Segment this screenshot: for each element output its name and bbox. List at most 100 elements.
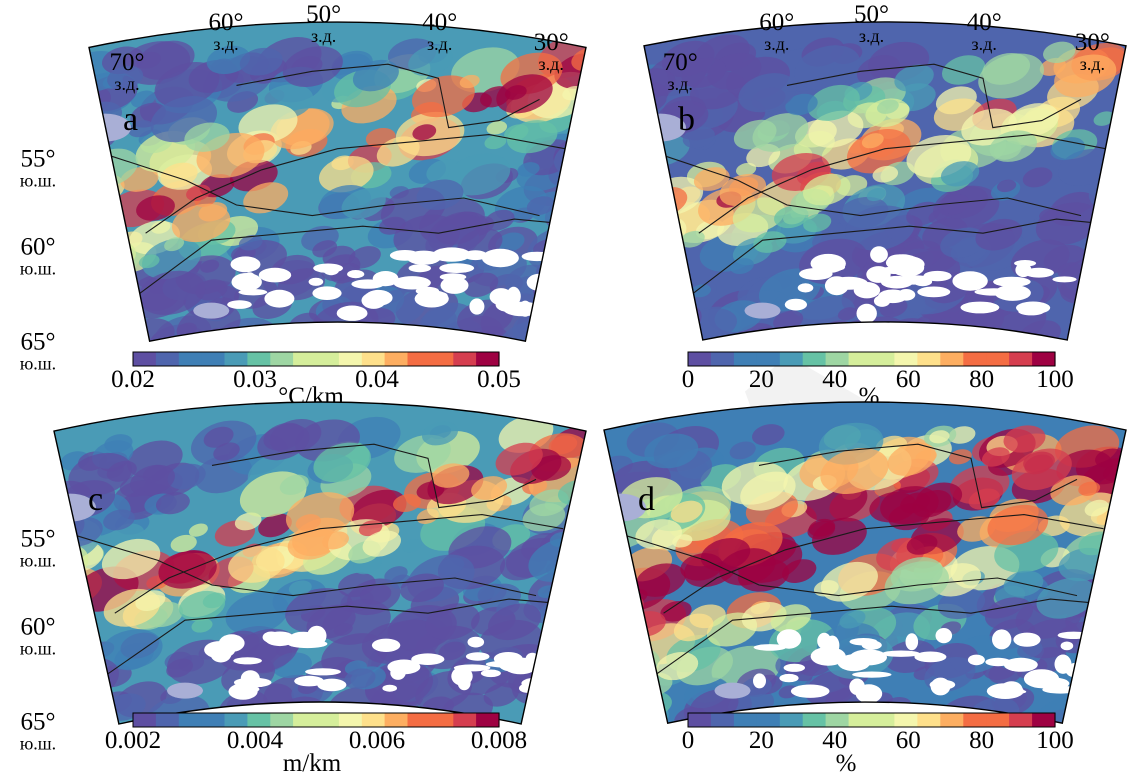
bathymetry-contour bbox=[786, 63, 1082, 129]
longitude-label-unit: з.д. bbox=[427, 34, 452, 54]
front-contour bbox=[135, 218, 586, 298]
colorbar-segment bbox=[224, 352, 248, 366]
panel-letter: b bbox=[678, 101, 695, 138]
longitude-label: 40° bbox=[967, 9, 1002, 36]
colorbar-tick-label: 20 bbox=[749, 727, 774, 754]
no-data-patch bbox=[1052, 276, 1077, 283]
no-data-patch bbox=[489, 288, 513, 306]
field-cell bbox=[495, 442, 543, 476]
field-cell bbox=[805, 670, 860, 707]
field-cell bbox=[887, 442, 936, 476]
no-data-patch bbox=[465, 652, 490, 661]
field-cell bbox=[285, 492, 355, 538]
no-data-patch bbox=[897, 289, 916, 301]
field-cell bbox=[495, 232, 525, 253]
longitude-label: 30° bbox=[1075, 29, 1110, 56]
colorbar-segment bbox=[361, 713, 386, 727]
colorbar-segment bbox=[894, 713, 918, 727]
no-data-patch bbox=[351, 279, 385, 289]
field-cell bbox=[1112, 301, 1126, 317]
colorbar-segment bbox=[688, 713, 712, 727]
no-data-patch bbox=[905, 633, 919, 651]
colorbar-segment bbox=[201, 352, 226, 366]
field-cell bbox=[1091, 229, 1126, 262]
bathymetry-contour bbox=[758, 443, 1078, 509]
field-cell bbox=[184, 122, 230, 152]
field-cell bbox=[166, 658, 193, 678]
field-cell bbox=[929, 430, 950, 444]
no-data-patch bbox=[568, 674, 586, 690]
field-cell bbox=[282, 46, 343, 88]
field-cell bbox=[644, 163, 659, 179]
latitude-label-unit: ю.ш. bbox=[20, 638, 56, 658]
no-data-patch bbox=[1106, 660, 1126, 668]
no-data-patch bbox=[817, 632, 832, 650]
no-data-patch bbox=[336, 305, 368, 321]
field-cell bbox=[733, 119, 777, 150]
no-data-patch bbox=[294, 675, 324, 687]
field-cell bbox=[130, 464, 175, 496]
no-data-patch bbox=[849, 638, 878, 646]
field-cell bbox=[318, 156, 374, 193]
no-data-patch bbox=[1090, 279, 1123, 299]
no-data-patch bbox=[440, 276, 469, 294]
field-cell bbox=[660, 600, 692, 622]
field-cell bbox=[238, 234, 263, 251]
bathymetry-contour bbox=[626, 535, 1078, 597]
longitude-label-unit: з.д. bbox=[972, 34, 997, 54]
field-cell bbox=[644, 140, 667, 175]
map-frame bbox=[603, 401, 1127, 725]
colorbar-segment bbox=[871, 713, 895, 727]
no-data-patch bbox=[1060, 641, 1074, 651]
colorbar-segment bbox=[155, 352, 180, 366]
no-data-patch bbox=[797, 283, 814, 293]
field-cell bbox=[416, 481, 445, 500]
longitude-label: 60° bbox=[209, 9, 244, 36]
no-data-patch bbox=[960, 301, 1000, 314]
longitude-label: 50° bbox=[854, 1, 889, 28]
field-cell bbox=[561, 692, 586, 724]
colorbar-frame bbox=[687, 712, 1056, 728]
no-data-patch bbox=[997, 285, 1027, 297]
no-data-patch bbox=[992, 629, 1012, 650]
field-cell bbox=[89, 128, 105, 145]
latitude-label: 60° bbox=[21, 613, 56, 640]
colorbar-segment bbox=[848, 713, 873, 727]
colorbar-segment bbox=[779, 713, 804, 727]
field-cell bbox=[987, 504, 1049, 546]
colorbar-segment bbox=[894, 352, 918, 366]
field-cell bbox=[837, 307, 858, 321]
field-cell bbox=[526, 324, 564, 342]
field-cell bbox=[753, 231, 787, 253]
field-cell bbox=[604, 541, 620, 557]
field-cell bbox=[680, 553, 723, 581]
field-cell bbox=[672, 534, 693, 548]
colorbar-segment bbox=[293, 352, 317, 366]
field-cell bbox=[975, 218, 1023, 251]
colorbar-segment bbox=[178, 713, 203, 727]
latitude-label-unit: ю.ш. bbox=[20, 258, 56, 278]
field-cell bbox=[785, 93, 818, 116]
field-cell bbox=[670, 500, 703, 523]
colorbar-segment bbox=[917, 713, 941, 727]
no-data-patch bbox=[390, 665, 406, 680]
colorbar-segment bbox=[155, 713, 180, 727]
bathymetry-contour bbox=[211, 443, 537, 509]
field-cell bbox=[239, 47, 283, 76]
colorbar-segment bbox=[940, 713, 964, 727]
colorbar-segment bbox=[1032, 713, 1056, 727]
colorbar-tick-label: 0.004 bbox=[227, 727, 284, 754]
colorbar-segment bbox=[917, 352, 941, 366]
longitude-label-unit: з.д. bbox=[311, 26, 336, 46]
no-data-patch bbox=[347, 270, 365, 279]
no-data-patch bbox=[264, 631, 295, 647]
field-cell bbox=[504, 85, 527, 100]
field-cell bbox=[1102, 196, 1126, 213]
field-cell bbox=[651, 277, 686, 300]
field-cell bbox=[1054, 54, 1117, 98]
field-cell bbox=[906, 534, 938, 555]
field-cell bbox=[681, 57, 727, 88]
field-cell bbox=[191, 618, 213, 633]
no-data-patch bbox=[393, 276, 431, 290]
colorbar-tick-label: 0 bbox=[682, 366, 695, 393]
